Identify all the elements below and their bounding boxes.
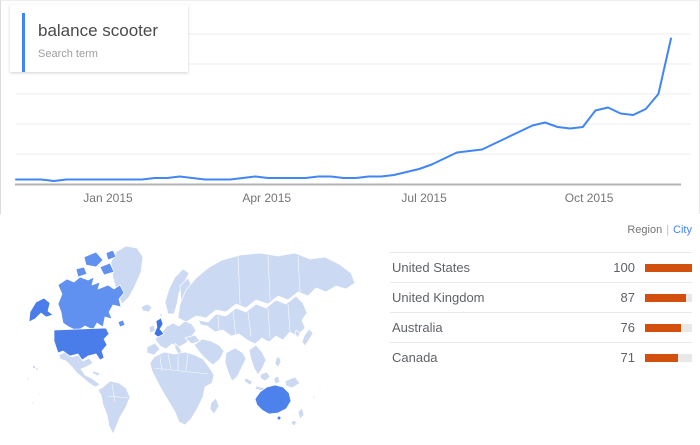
- toggle-divider: |: [666, 224, 670, 236]
- x-tick-label: Apr 2015: [242, 191, 291, 205]
- map-country-united-states-alaska[interactable]: [28, 297, 54, 323]
- map-country-india: [224, 347, 247, 382]
- region-bar-fill: [645, 263, 692, 272]
- map-country-korea: [294, 329, 301, 339]
- map-country-middle-east: [193, 338, 225, 366]
- region-name: Australia: [392, 320, 443, 335]
- map-country-new-zealand: [297, 407, 305, 420]
- map-island-speck: [318, 388, 322, 392]
- region-row[interactable]: Australia 76: [390, 312, 692, 342]
- map-country-africa: [149, 351, 215, 426]
- region-bar-fill: [645, 293, 686, 302]
- map-country-central-asia-china: [197, 295, 308, 345]
- card-accent-bar: [22, 13, 25, 72]
- map-country-japan: [301, 328, 314, 347]
- map-country-united-kingdom-shetland[interactable]: [159, 313, 163, 317]
- map-country-canada-arctic[interactable]: [75, 266, 88, 278]
- map-country-south-america: [97, 380, 131, 435]
- region-bar-track: [645, 353, 692, 362]
- map-country-se-asia: [248, 344, 267, 376]
- map-country-europe: [154, 320, 197, 350]
- map-country-iceland: [140, 303, 153, 313]
- region-value: 87: [620, 290, 635, 305]
- region-value: 71: [620, 350, 635, 365]
- search-term-card: balance scooter Search term: [10, 5, 188, 72]
- map-island-new-guinea: [284, 376, 301, 389]
- map-country-ireland: [148, 324, 156, 334]
- map-country-canada-newfoundland[interactable]: [117, 319, 126, 328]
- map-island-borneo: [259, 371, 271, 382]
- regions-table: Region | City United States 100 United Kin…: [390, 219, 692, 372]
- region-bar-fill: [645, 323, 681, 332]
- map-country-canada-arctic[interactable]: [83, 251, 104, 268]
- x-tick-label: Oct 2015: [565, 191, 614, 205]
- region-name: United Kingdom: [392, 290, 485, 305]
- map-internal-borders: [107, 255, 301, 403]
- region-value: 76: [620, 320, 635, 335]
- region-bar-track: [645, 263, 692, 272]
- region-row[interactable]: Canada 71: [390, 342, 692, 372]
- region-name: United States: [392, 260, 471, 275]
- map-country-canada[interactable]: [57, 276, 125, 332]
- map-country-new-zealand-south: [290, 419, 298, 427]
- search-term-title: balance scooter: [38, 21, 159, 40]
- trend-chart-svg: Jan 2015 Apr 2015 Jul 2015 Oct 2015: [15, 33, 691, 205]
- map-country-russia: [177, 252, 356, 323]
- map-country-australia[interactable]: [254, 384, 292, 415]
- regions-table-header: Region | City: [390, 219, 692, 252]
- region-bar-track: [645, 323, 692, 332]
- map-country-australia-tasmania[interactable]: [276, 415, 282, 421]
- map-country-iberia: [146, 342, 161, 356]
- map-country-mexico-central-america: [58, 351, 101, 388]
- map-island-sumatra: [243, 377, 254, 386]
- map-island-fiji: [312, 395, 316, 399]
- map-country-turkey: [184, 334, 201, 345]
- map-country-canada-arctic[interactable]: [105, 249, 117, 261]
- region-bar-track: [645, 293, 692, 302]
- search-term-subtitle: Search term: [38, 48, 98, 60]
- world-map: [8, 226, 380, 440]
- map-country-canada-arctic[interactable]: [99, 262, 115, 276]
- map-country-united-states-hawaii[interactable]: [32, 365, 36, 369]
- x-tick-label: Jul 2015: [401, 191, 447, 205]
- trend-line: [15, 37, 672, 182]
- map-country-norway-sweden: [164, 268, 190, 315]
- region-value: 100: [613, 260, 635, 275]
- map-country-philippines: [274, 355, 282, 368]
- region-toggle[interactable]: Region: [627, 224, 663, 236]
- map-country-united-states[interactable]: [53, 327, 110, 361]
- city-toggle[interactable]: City: [673, 224, 692, 236]
- regions-rows: United States 100 United Kingdom 87 Australi…: [390, 252, 692, 372]
- map-island-sulawesi: [273, 375, 281, 385]
- trend-chart-panel: Jan 2015 Apr 2015 Jul 2015 Oct 2015 balance…: [0, 0, 700, 214]
- map-island-speck: [31, 401, 35, 405]
- x-tick-label: Jan 2015: [83, 191, 133, 205]
- region-row[interactable]: United States 100: [390, 252, 692, 282]
- map-country-united-states-hawaii[interactable]: [35, 367, 39, 371]
- region-row[interactable]: United Kingdom 87: [390, 282, 692, 312]
- map-country-united-kingdom[interactable]: [153, 317, 165, 338]
- map-island-speck: [26, 377, 30, 381]
- region-name: Canada: [392, 350, 438, 365]
- map-island-speck: [37, 392, 41, 396]
- map-island-cuba: [91, 370, 101, 377]
- region-bar-fill: [645, 353, 679, 362]
- map-island-madagascar: [209, 397, 220, 415]
